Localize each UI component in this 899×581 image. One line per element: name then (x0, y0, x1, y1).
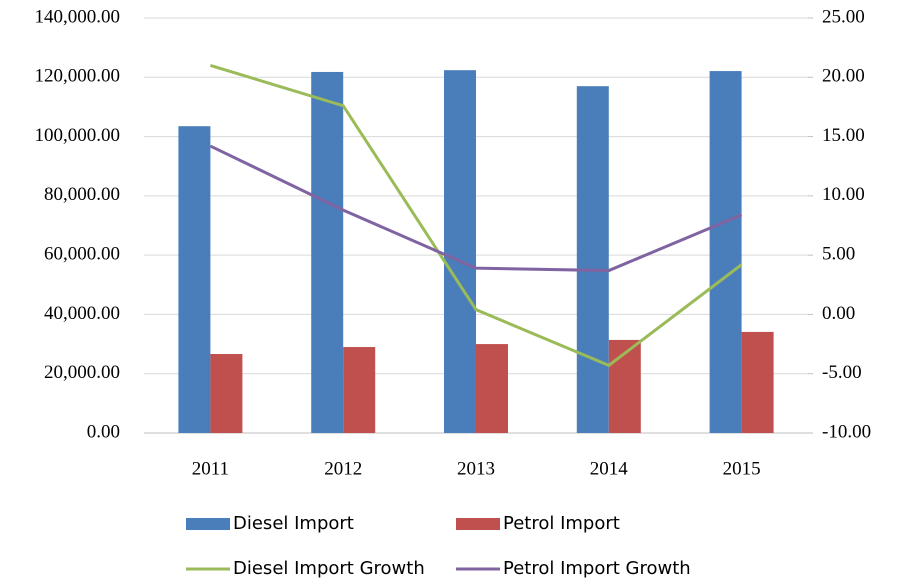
y-tick-label: 100,000.00 (35, 125, 121, 146)
legend-label: Diesel Import Growth (233, 558, 425, 579)
y2-tick-label: 15.00 (822, 125, 865, 146)
line (209, 63, 743, 368)
x-tick-label: 2013 (457, 458, 495, 479)
bar (343, 347, 376, 433)
legend-swatch (456, 518, 500, 530)
x-tick-label: 2015 (723, 458, 761, 479)
bar (608, 339, 641, 433)
x-tick-label: 2014 (590, 458, 629, 479)
y-tick-label: 120,000.00 (35, 66, 121, 87)
y2-tick-label: 10.00 (822, 184, 865, 205)
y2-tick-label: -5.00 (822, 362, 862, 383)
bar (576, 86, 609, 433)
legend-swatch (186, 518, 230, 530)
legend-label: Petrol Import (503, 513, 620, 534)
bar (178, 126, 211, 434)
y-tick-label: 60,000.00 (44, 244, 120, 265)
bar (210, 354, 243, 433)
bar (311, 71, 344, 433)
bar (476, 344, 508, 433)
y-tick-label: 20,000.00 (44, 362, 120, 383)
x-tick-label: 2012 (324, 458, 362, 479)
y-tick-label: 140,000.00 (35, 6, 121, 27)
y2-tick-label: 0.00 (822, 303, 855, 324)
bar (741, 331, 774, 433)
y-tick-label: 80,000.00 (44, 184, 120, 205)
y2-tick-label: 25.00 (822, 6, 865, 27)
bar (444, 70, 476, 434)
y-tick-label: 40,000.00 (44, 303, 120, 324)
bar (709, 71, 742, 433)
y2-tick-label: 5.00 (822, 244, 855, 265)
line (209, 144, 743, 273)
y2-tick-label: 20.00 (822, 66, 865, 87)
y-tick-label: 0.00 (87, 421, 120, 442)
y2-tick-label: -10.00 (822, 421, 871, 442)
x-tick-label: 2011 (192, 458, 229, 479)
legend-label: Diesel Import (233, 513, 354, 534)
legend-label: Petrol Import Growth (503, 558, 691, 579)
